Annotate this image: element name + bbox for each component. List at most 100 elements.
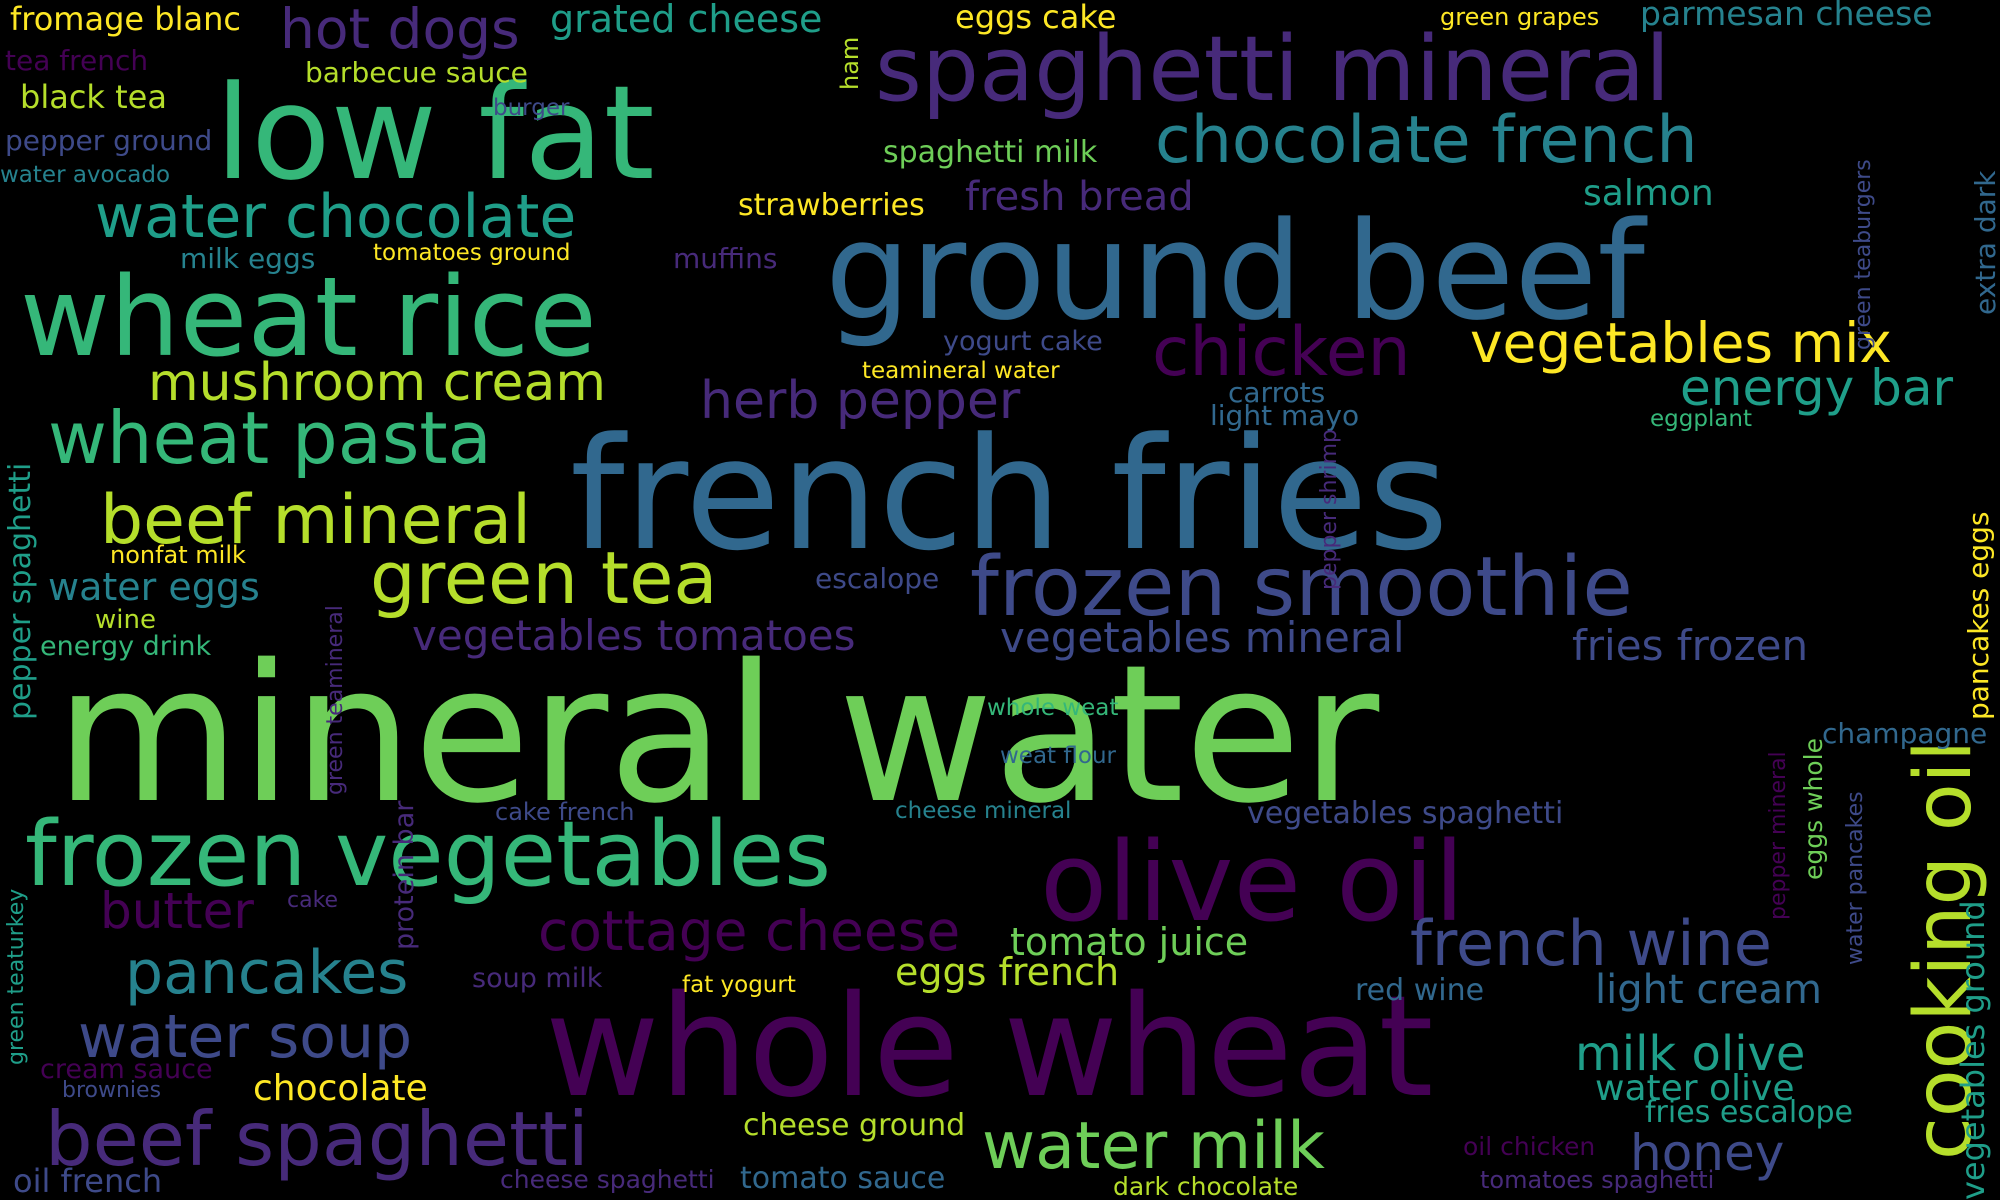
word-muffins: muffins [673, 242, 777, 275]
word-olive-oil: olive oil [1040, 818, 1465, 946]
word-pancakes-eggs: pancakes eggs [1962, 511, 1995, 720]
word-cream-sauce: cream sauce [40, 1054, 213, 1085]
word-eggs-whole: eggs whole [1799, 738, 1828, 880]
word-escalope: escalope [815, 562, 939, 595]
word-whole-weat: whole weat [987, 695, 1118, 721]
word-frozen-vegetables: frozen vegetables [25, 802, 831, 907]
word-mineral-water: mineral water [55, 624, 1380, 845]
word-eggs-french: eggs french [895, 950, 1119, 994]
word-vegetables-spaghetti: vegetables spaghetti [1247, 796, 1563, 831]
word-energy-bar: energy bar [1680, 359, 1953, 417]
word-tea-french: tea french [5, 44, 148, 77]
word-milk-olive: milk olive [1575, 1026, 1805, 1082]
word-whole-wheat: whole wheat [545, 966, 1433, 1129]
word-brownies: brownies [62, 1078, 161, 1103]
word-low-fat: low fat [215, 57, 655, 209]
word-hot-dogs: hot dogs [280, 0, 520, 61]
word-yogurt-cake: yogurt cake [943, 326, 1103, 357]
word-fries-escalope: fries escalope [1645, 1095, 1853, 1130]
word-protein-bar: protein bar [389, 800, 420, 950]
word-herb-pepper: herb pepper [700, 371, 1021, 431]
word-fresh-bread: fresh bread [965, 174, 1194, 220]
word-burger: burger [493, 95, 570, 121]
word-water-avocado: water avocado [0, 162, 170, 188]
word-water-olive: water olive [1595, 1068, 1795, 1109]
word-teamineral-water: teamineral water [862, 358, 1060, 384]
word-tomato-juice: tomato juice [1010, 920, 1248, 964]
word-fries-frozen: fries frozen [1572, 621, 1808, 670]
word-frozen-smoothie: frozen smoothie [970, 540, 1633, 635]
word-nonfat-milk: nonfat milk [110, 541, 246, 569]
word-pancakes: pancakes [125, 938, 408, 1008]
word-strawberries: strawberries [738, 188, 925, 223]
word-milk-eggs: milk eggs [180, 242, 315, 275]
word-tomatoes-spaghetti: tomatoes spaghetti [1480, 1166, 1714, 1194]
word-vegetables-ground: vegetables ground [1954, 900, 1992, 1200]
word-pepper-shrimp: pepper shrimp [1317, 429, 1342, 590]
word-pepper-mineral: pepper mineral [1766, 751, 1791, 920]
word-water-chocolate: water chocolate [95, 182, 576, 252]
word-green-tea: green tea [370, 536, 717, 620]
word-chocolate-french: chocolate french [1155, 103, 1698, 178]
word-cake: cake [287, 888, 338, 913]
word-beef-mineral: beef mineral [100, 481, 531, 560]
word-wheat-rice: wheat rice [20, 253, 597, 381]
word-cheese-spaghetti: cheese spaghetti [500, 1165, 715, 1194]
word-tomatoes-ground: tomatoes ground [373, 240, 571, 266]
word-green-grapes: green grapes [1440, 3, 1599, 31]
word-chicken: chicken [1152, 313, 1411, 392]
word-dark-chocolate: dark chocolate [1113, 1172, 1298, 1200]
word-green-teamineral: green teamineral [323, 605, 348, 795]
word-energy-drink: energy drink [40, 631, 212, 662]
word-black-tea: black tea [20, 78, 167, 116]
word-water-milk: water milk [982, 1109, 1325, 1184]
word-mushroom-cream: mushroom cream [148, 353, 606, 413]
word-extra-dark: extra dark [1969, 170, 2000, 315]
word-cheese-ground: cheese ground [743, 1108, 965, 1143]
word-cooking-oil: cooking oil [1899, 740, 1989, 1160]
word-beef-spaghetti: beef spaghetti [45, 1095, 589, 1183]
word-vegetables-mix: vegetables mix [1470, 311, 1892, 375]
word-cake-french: cake french [495, 798, 635, 826]
word-green-teaturkey: green teaturkey [4, 889, 29, 1065]
word-butter: butter [100, 882, 254, 940]
word-pepper-spaghetti: pepper spaghetti [3, 463, 38, 720]
word-soup-milk: soup milk [472, 963, 603, 994]
word-spaghetti-mineral: spaghetti mineral [875, 17, 1670, 122]
word-spaghetti-milk: spaghetti milk [883, 135, 1098, 170]
word-chocolate: chocolate [253, 1068, 428, 1109]
word-eggs-cake: eggs cake [955, 0, 1116, 36]
word-water-soup: water soup [78, 1002, 412, 1072]
word-cottage-cheese: cottage cheese [538, 899, 960, 963]
word-oil-chicken: oil chicken [1463, 1132, 1595, 1161]
word-weat-flour: weat flour [1000, 743, 1117, 769]
word-pepper-ground: pepper ground [5, 124, 212, 157]
word-barbecue-sauce: barbecue sauce [305, 56, 528, 89]
word-fromage-blanc: fromage blanc [10, 0, 241, 38]
word-champagne: champagne [1822, 717, 1987, 750]
word-water-eggs: water eggs [48, 565, 260, 609]
word-french-wine: french wine [1410, 907, 1772, 980]
word-green-teaburgers: green teaburgers [1851, 159, 1876, 350]
word-ham: ham [836, 37, 864, 90]
word-vegetables-mineral: vegetables mineral [1000, 613, 1405, 662]
word-carrots: carrots [1228, 376, 1325, 409]
word-ground-beef: ground beef [825, 193, 1648, 350]
word-tomato-sauce: tomato sauce [740, 1161, 945, 1196]
word-water-pancakes: water pancakes [1843, 791, 1868, 965]
word-red-wine: red wine [1355, 973, 1484, 1008]
word-wine: wine [95, 605, 156, 635]
word-light-mayo: light mayo [1210, 399, 1359, 432]
word-cheese-mineral: cheese mineral [895, 798, 1071, 824]
word-eggplant: eggplant [1650, 406, 1752, 432]
word-vegetables-tomatoes: vegetables tomatoes [412, 611, 856, 660]
word-oil-french: oil french [13, 1162, 162, 1200]
word-light-cream: light cream [1595, 967, 1822, 1013]
word-grated-cheese: grated cheese [550, 0, 822, 41]
word-wheat-pasta: wheat pasta [48, 396, 492, 480]
word-parmesan-cheese: parmesan cheese [1640, 0, 1933, 33]
word-fat-yogurt: fat yogurt [682, 972, 796, 998]
word-french-fries: french fries [570, 404, 1449, 585]
